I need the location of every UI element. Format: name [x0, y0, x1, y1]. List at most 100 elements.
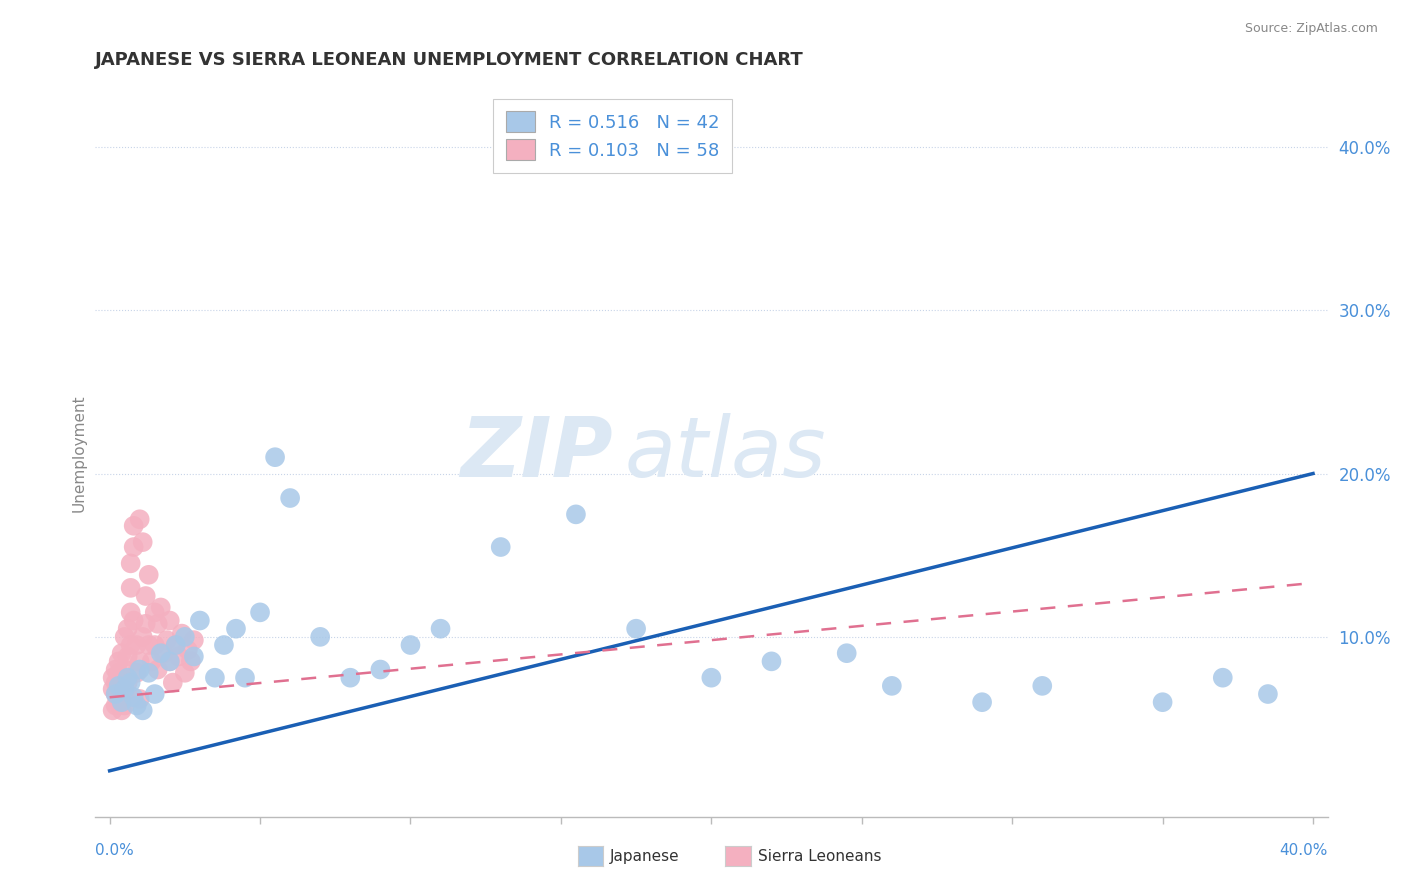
Point — [135, 589, 157, 603]
Point — [278, 491, 301, 505]
Point — [117, 649, 139, 664]
Point — [117, 622, 139, 636]
Point — [111, 646, 134, 660]
Point — [173, 630, 195, 644]
Point — [1152, 695, 1174, 709]
Point — [159, 654, 181, 668]
Point — [249, 606, 271, 620]
Point — [167, 649, 190, 664]
Point — [114, 687, 136, 701]
Point — [143, 638, 166, 652]
Point — [1212, 671, 1234, 685]
Point — [141, 654, 163, 668]
Point — [180, 654, 202, 668]
Point — [138, 567, 160, 582]
Point — [972, 695, 994, 709]
Point — [188, 614, 211, 628]
Point — [104, 663, 127, 677]
Point — [264, 450, 287, 465]
Point — [104, 687, 127, 701]
Point — [128, 692, 150, 706]
Point — [165, 638, 187, 652]
Point — [120, 675, 142, 690]
Point — [120, 557, 142, 571]
Point — [212, 638, 235, 652]
Point — [107, 654, 129, 668]
Point — [225, 622, 247, 636]
Point — [122, 614, 145, 628]
Point — [159, 614, 181, 628]
Point — [107, 665, 129, 680]
Point — [104, 687, 127, 701]
Point — [111, 703, 134, 717]
Point — [117, 675, 139, 690]
Point — [125, 665, 148, 680]
Point — [111, 682, 134, 697]
Point — [183, 649, 205, 664]
Point — [339, 671, 361, 685]
Point — [101, 682, 124, 697]
Point — [111, 695, 134, 709]
Point — [370, 663, 392, 677]
Point — [120, 638, 142, 652]
Text: JAPANESE VS SIERRA LEONEAN UNEMPLOYMENT CORRELATION CHART: JAPANESE VS SIERRA LEONEAN UNEMPLOYMENT … — [94, 51, 803, 69]
Point — [489, 540, 512, 554]
Point — [143, 606, 166, 620]
Point — [183, 633, 205, 648]
Point — [114, 663, 136, 677]
Point — [429, 622, 451, 636]
Point — [104, 698, 127, 713]
Point — [761, 654, 783, 668]
Point — [309, 630, 332, 644]
Point — [114, 682, 136, 697]
Point — [128, 654, 150, 668]
Point — [117, 671, 139, 685]
Point — [700, 671, 723, 685]
Point — [565, 508, 588, 522]
Point — [204, 671, 226, 685]
Point — [159, 654, 181, 668]
Point — [170, 626, 193, 640]
Point — [138, 638, 160, 652]
Point — [138, 665, 160, 680]
Point — [156, 633, 179, 648]
Point — [135, 616, 157, 631]
Point — [233, 671, 256, 685]
Legend: R = 0.516   N = 42, R = 0.103   N = 58: R = 0.516 N = 42, R = 0.103 N = 58 — [494, 99, 733, 173]
Point — [104, 675, 127, 690]
Text: 40.0%: 40.0% — [1279, 843, 1329, 858]
Text: 0.0%: 0.0% — [94, 843, 134, 858]
Point — [149, 600, 172, 615]
Point — [162, 675, 184, 690]
Point — [101, 703, 124, 717]
Point — [120, 581, 142, 595]
Text: Japanese: Japanese — [610, 849, 679, 864]
Point — [125, 698, 148, 713]
Point — [107, 695, 129, 709]
Text: Source: ZipAtlas.com: Source: ZipAtlas.com — [1244, 22, 1378, 36]
Point — [120, 606, 142, 620]
Point — [132, 535, 155, 549]
Point — [132, 630, 155, 644]
Point — [173, 665, 195, 680]
Point — [1257, 687, 1279, 701]
Point — [165, 638, 187, 652]
Point — [114, 698, 136, 713]
Text: atlas: atlas — [626, 413, 827, 493]
Point — [107, 679, 129, 693]
Point — [114, 630, 136, 644]
Point — [122, 518, 145, 533]
Point — [132, 703, 155, 717]
Point — [149, 646, 172, 660]
Point — [152, 646, 174, 660]
Point — [122, 540, 145, 554]
Point — [880, 679, 903, 693]
Point — [146, 616, 169, 631]
Point — [128, 663, 150, 677]
Point — [128, 512, 150, 526]
Point — [146, 663, 169, 677]
Point — [125, 638, 148, 652]
Point — [177, 643, 200, 657]
Point — [835, 646, 858, 660]
Point — [143, 687, 166, 701]
